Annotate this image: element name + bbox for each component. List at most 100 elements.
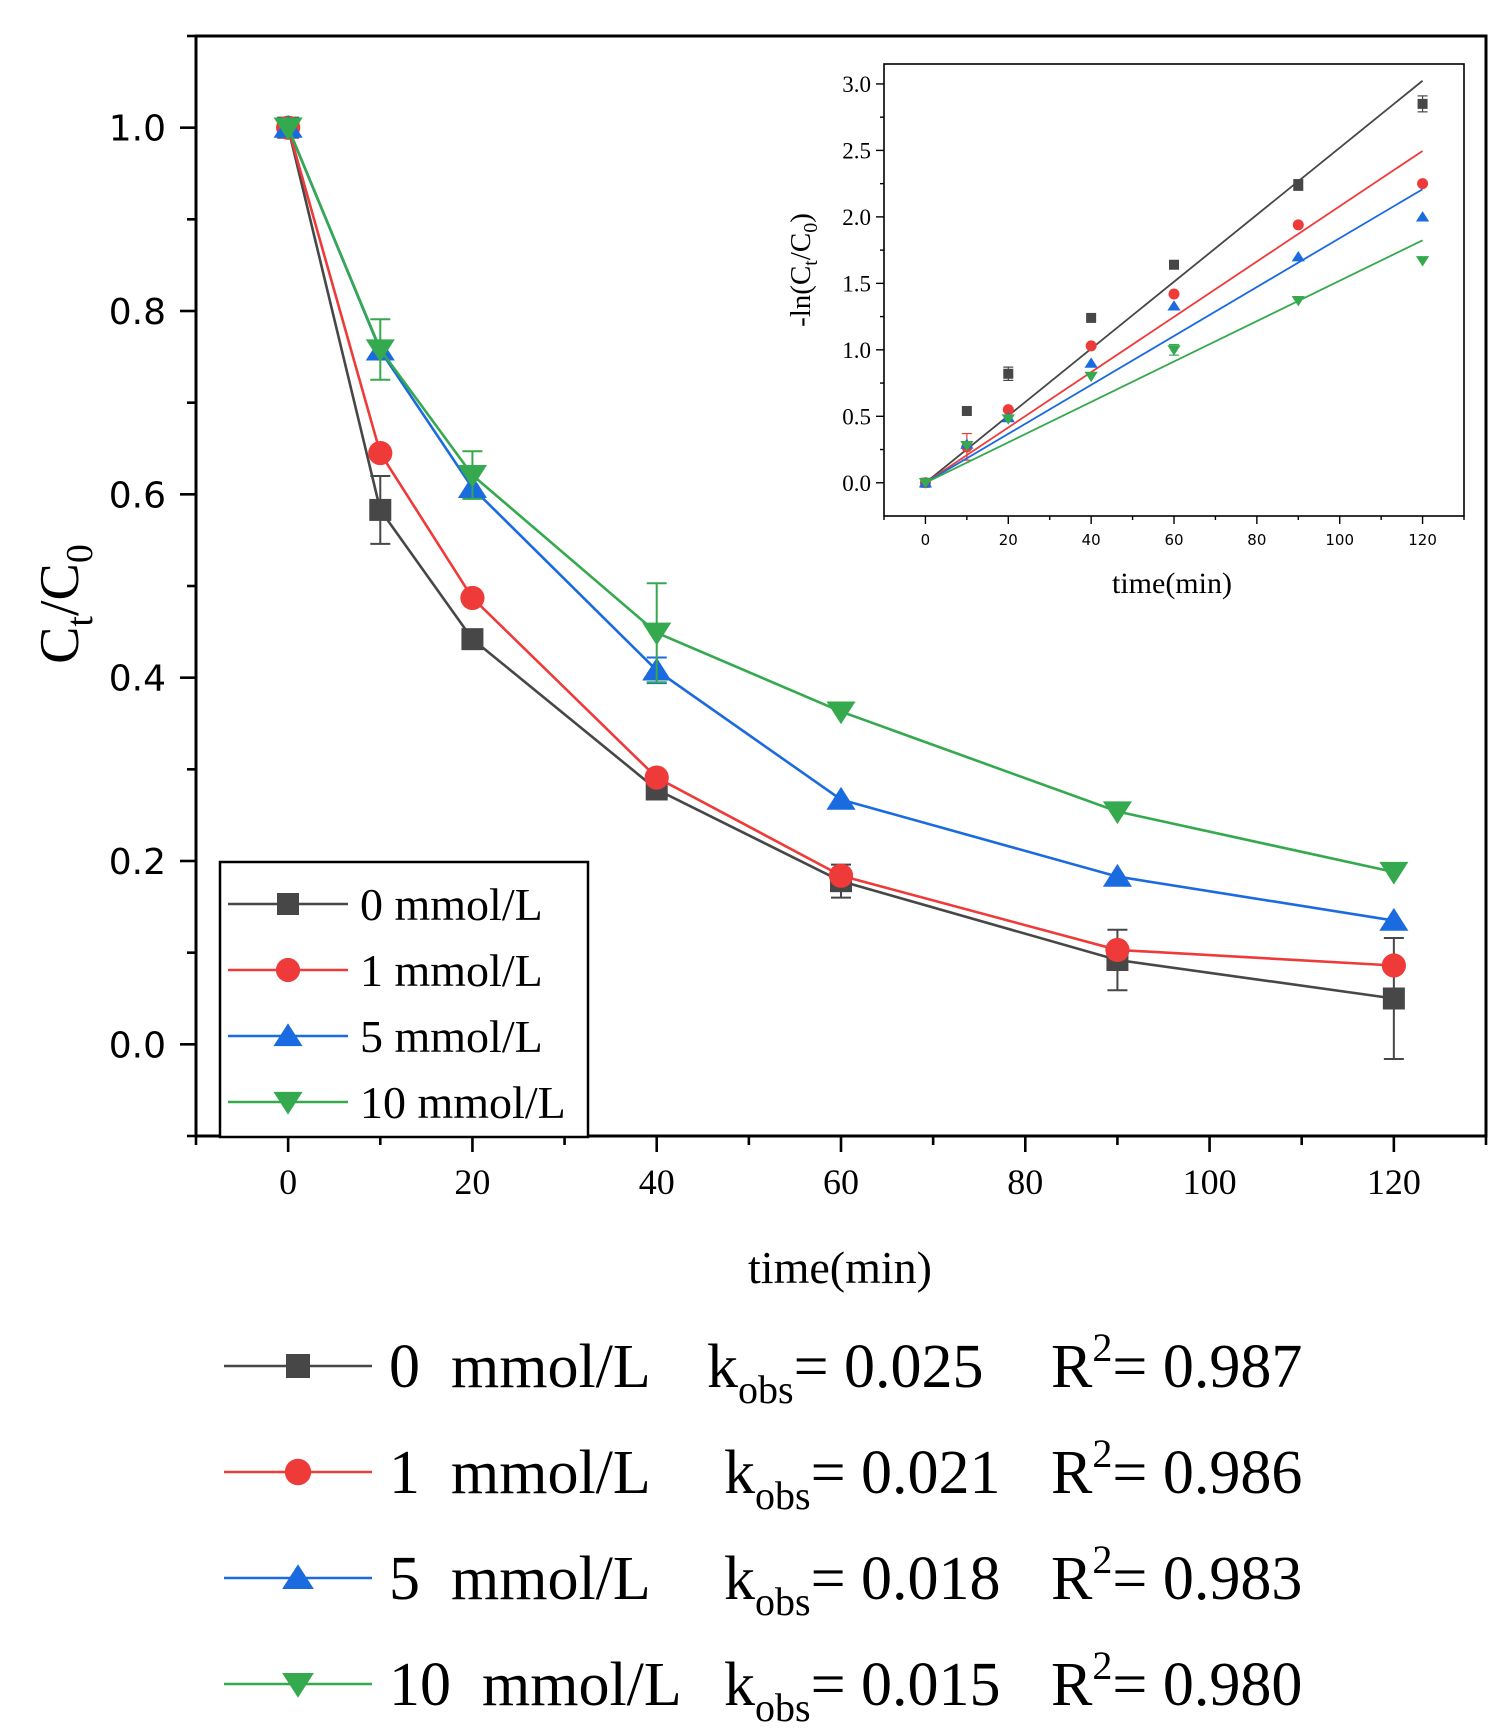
fit-line bbox=[924, 188, 1424, 484]
kinetics-marker bbox=[284, 1458, 312, 1486]
kinetics-k-label: k bbox=[724, 1651, 755, 1719]
kinetics-r-sup: 2 bbox=[1092, 1325, 1112, 1370]
kinetics-r-value: = 0.980 bbox=[1112, 1651, 1302, 1719]
main-y-axis-title: Ct/C0 bbox=[29, 544, 101, 664]
legend-marker bbox=[275, 957, 301, 983]
y-tick-label: 0.0 bbox=[109, 1025, 166, 1066]
inset-data-point bbox=[1292, 219, 1304, 231]
kinetics-r-value: = 0.983 bbox=[1112, 1545, 1302, 1613]
inset-y-tick-label: 3.0 bbox=[842, 72, 871, 97]
legend-label: 0 mmol/L bbox=[360, 879, 543, 930]
inset-data-point bbox=[961, 405, 972, 416]
kinetics-conc: 1 mmol/L bbox=[389, 1439, 651, 1507]
data-point bbox=[365, 339, 395, 363]
inset-x-tick-label: 40 bbox=[1082, 531, 1101, 549]
legend-item: 5 mmol/L bbox=[228, 1011, 543, 1062]
kinetics-r-value: = 0.987 bbox=[1112, 1333, 1302, 1401]
kinetics-r-sup: 2 bbox=[1092, 1537, 1112, 1582]
y-title-c: C bbox=[29, 627, 91, 664]
inset-series-layer bbox=[918, 80, 1430, 489]
fit-line bbox=[924, 150, 1424, 484]
data-point bbox=[461, 628, 484, 651]
inset-x-tick-label: 20 bbox=[999, 531, 1018, 549]
legend-item: 1 mmol/L bbox=[228, 945, 543, 996]
y-tick-label: 0.6 bbox=[109, 475, 166, 516]
inset-series-1-mmol-per-L bbox=[919, 150, 1429, 489]
legend-label: 1 mmol/L bbox=[360, 945, 543, 996]
data-point bbox=[457, 464, 487, 488]
inset-data-point bbox=[1291, 251, 1305, 262]
kinetics-r-sup: 2 bbox=[1092, 1643, 1112, 1688]
inset-data-point bbox=[1003, 368, 1014, 379]
kinetics-marker bbox=[286, 1354, 310, 1378]
main-y-ticks: 0.0 0.2 0.4 0.6 0.8 1.0 bbox=[109, 34, 196, 1138]
y-title-sub-t: t bbox=[59, 616, 101, 627]
data-point bbox=[368, 440, 393, 466]
legend-item: 0 mmol/L bbox=[228, 879, 543, 930]
data-point bbox=[1102, 863, 1132, 887]
inset-data-point bbox=[960, 440, 974, 452]
data-point bbox=[642, 622, 672, 646]
data-point bbox=[644, 765, 669, 790]
kinetics-row-text: 10 mmol/L kobs= 0.015 R2= 0.980 bbox=[389, 1643, 1302, 1730]
inset-x-tick-label: 60 bbox=[1164, 531, 1183, 549]
kinetics-k-value: = 0.025 bbox=[794, 1333, 984, 1401]
kinetics-row: 5 mmol/L kobs= 0.018 R2= 0.983 bbox=[224, 1537, 1302, 1624]
data-point bbox=[1382, 987, 1405, 1010]
inset-series-10-mmol-per-L bbox=[918, 239, 1430, 489]
main-x-axis-title: time(min) bbox=[748, 1242, 932, 1293]
inset-data-point bbox=[1415, 211, 1430, 222]
kinetics-conc: 10 mmol/L bbox=[389, 1651, 682, 1719]
series-line bbox=[286, 127, 1394, 967]
main-legend: 0 mmol/L 1 mmol/L 5 mmol/L 10 mmol/L bbox=[218, 860, 590, 1139]
inset-series-5-mmol-per-L bbox=[918, 188, 1430, 488]
inset-data-point bbox=[1293, 179, 1304, 190]
inset-y-title-prefix: -ln(C bbox=[785, 266, 817, 327]
kinetics-r-value: = 0.986 bbox=[1112, 1439, 1302, 1507]
y-tick-label: 1.0 bbox=[109, 109, 166, 150]
kinetics-k-sub: obs bbox=[755, 1473, 811, 1518]
kinetics-row: 1 mmol/L kobs= 0.021 R2= 0.986 bbox=[224, 1431, 1302, 1518]
kinetics-conc: 0 mmol/L bbox=[389, 1333, 651, 1401]
data-point bbox=[460, 585, 485, 611]
series-1-mmol-per-L bbox=[276, 115, 1406, 978]
inset-y-tick-label: 2.0 bbox=[842, 205, 871, 230]
inset-data-point bbox=[1002, 404, 1014, 416]
inset-y-axis-title: -ln(Ct/C0) bbox=[785, 213, 822, 327]
inset-data-point bbox=[1085, 340, 1097, 352]
main-x-ticks: 0 20 40 60 80 100 120 bbox=[194, 1136, 1488, 1202]
kinetics-r-label: R bbox=[1051, 1651, 1093, 1719]
x-tick-label: 40 bbox=[639, 1162, 675, 1202]
y-title-sub-0: 0 bbox=[59, 544, 101, 563]
y-title-slash: /C bbox=[29, 563, 91, 616]
inset-x-tick-label: 80 bbox=[1247, 531, 1266, 549]
series-5-mmol-per-L bbox=[273, 115, 1409, 931]
inset-data-point bbox=[1169, 259, 1179, 270]
inset-chart: 0 20 40 60 80 100 120 0.0 0.5 1.0 1.5 2.0 2.5 3.0 ti… bbox=[785, 63, 1465, 600]
kinetics-row: 0 mmol/L kobs= 0.025 R2= 0.987 bbox=[224, 1325, 1302, 1412]
inset-data-point bbox=[1084, 371, 1098, 383]
inset-data-point bbox=[1086, 312, 1097, 323]
inset-y-tick-label: 1.0 bbox=[842, 338, 871, 363]
fit-line bbox=[925, 239, 1423, 484]
legend-marker bbox=[273, 1091, 303, 1115]
legend-marker bbox=[273, 1023, 303, 1047]
main-series-layer bbox=[273, 115, 1409, 1060]
inset-data-point bbox=[1001, 414, 1015, 425]
inset-y-title-sub-t: t bbox=[800, 260, 822, 266]
kinetics-legend: 0 mmol/L kobs= 0.025 R2= 0.987 1 mmol/L kob… bbox=[224, 1325, 1302, 1730]
data-point bbox=[1381, 953, 1406, 978]
kinetics-k-sub: obs bbox=[738, 1367, 794, 1412]
kinetics-k-label: k bbox=[724, 1545, 755, 1613]
kinetics-k-label: k bbox=[724, 1439, 755, 1507]
legend-label: 10 mmol/L bbox=[360, 1077, 566, 1128]
kinetics-row-text: 5 mmol/L kobs= 0.018 R2= 0.983 bbox=[389, 1537, 1302, 1624]
y-tick-label: 0.4 bbox=[109, 659, 166, 700]
kinetics-r-label: R bbox=[1051, 1333, 1093, 1401]
data-point bbox=[826, 701, 856, 725]
legend-marker bbox=[277, 893, 299, 915]
kinetics-row-text: 0 mmol/L kobs= 0.025 R2= 0.987 bbox=[389, 1325, 1302, 1412]
kinetics-k-value: = 0.015 bbox=[811, 1651, 1001, 1719]
inset-y-tick-label: 0.0 bbox=[842, 471, 871, 496]
